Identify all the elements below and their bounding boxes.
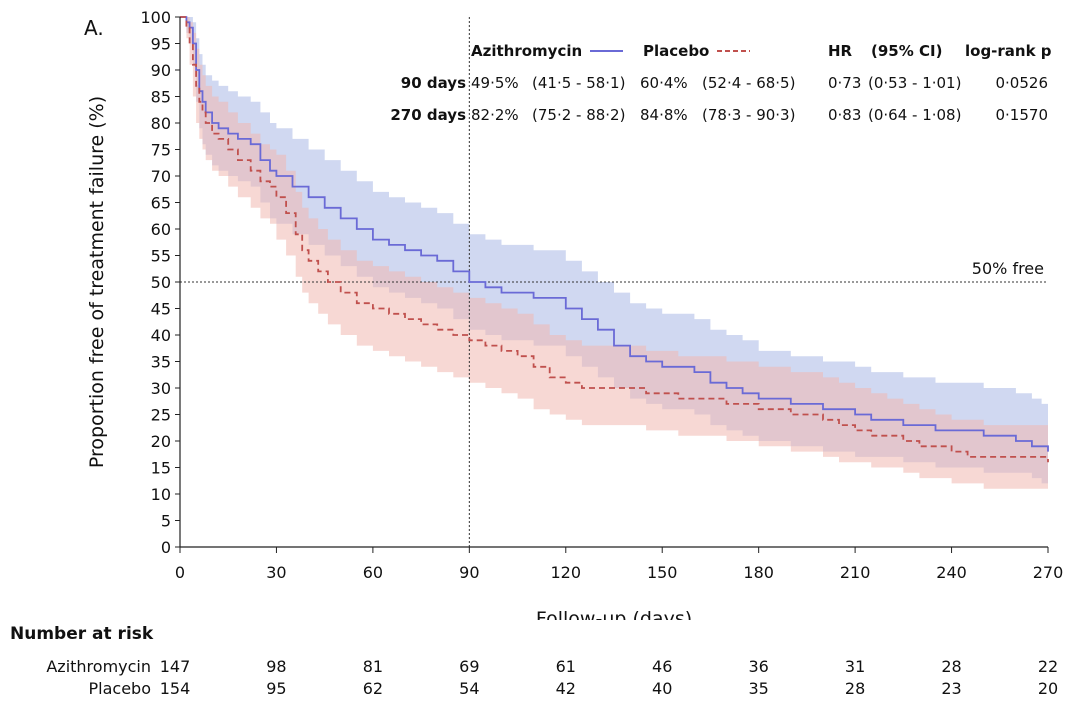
table-cell-p: 0·1570 — [996, 106, 1049, 124]
risk-row-placebo: Placebo 154 95 62 54 42 40 35 28 23 20 — [0, 679, 1069, 701]
table-cell-azi-ci: (75·2 - 88·2) — [532, 106, 625, 124]
km-chart: 50% free 0 5 10 15 20 25 30 35 40 45 50 55 60 65 70 75 80… — [84, 8, 1064, 620]
y-tick-label: 90 — [151, 61, 171, 80]
y-tick-label: 60 — [151, 220, 171, 239]
table-cell-hr-ci: (0·64 - 1·08) — [868, 106, 961, 124]
table-cell-hr: 0·83 — [828, 106, 861, 124]
y-tick-label: 40 — [151, 326, 171, 345]
risk-table-title: Number at risk — [10, 624, 154, 644]
risk-value: 95 — [266, 679, 287, 698]
y-tick-label: 45 — [151, 300, 171, 319]
table-header-ci: (95% CI) — [871, 42, 942, 60]
legend-label-placebo: Placebo — [643, 42, 709, 60]
y-tick-label: 70 — [151, 167, 171, 186]
y-tick-label: 80 — [151, 114, 171, 133]
table-row-label: 270 days — [390, 106, 466, 124]
legend-label-azithromycin: Azithromycin — [471, 42, 582, 60]
x-tick-label: 30 — [266, 563, 286, 582]
survival-line-azithromycin — [180, 16, 1049, 452]
table-cell-plc: 60·4% — [640, 74, 688, 92]
risk-value: 20 — [1037, 679, 1059, 698]
reference-line-label: 50% free — [972, 259, 1044, 278]
panel-label: A. — [84, 16, 104, 40]
table-cell-hr-ci: (0·53 - 1·01) — [868, 74, 961, 92]
risk-value: 31 — [844, 657, 866, 676]
risk-value: 62 — [362, 679, 384, 698]
risk-value: 28 — [941, 657, 962, 676]
table-row-label: 90 days — [401, 74, 466, 92]
table-cell-azi: 49·5% — [471, 74, 519, 92]
risk-row-azithromycin: Azithromycin 147 98 81 69 61 46 36 31 28 22 — [0, 657, 1069, 679]
x-tick-label: 90 — [459, 563, 479, 582]
y-tick-label: 0 — [161, 538, 171, 557]
y-axis-title: Proportion free of treatment failure (%) — [86, 96, 108, 468]
risk-value: 69 — [459, 657, 480, 676]
table-cell-p: 0·0526 — [996, 74, 1049, 92]
risk-value: 40 — [652, 679, 673, 698]
x-tick-label: 120 — [551, 563, 582, 582]
risk-value: 61 — [555, 657, 576, 676]
x-tick-label: 240 — [936, 563, 967, 582]
risk-value: 81 — [362, 657, 384, 676]
risk-value: 36 — [748, 657, 769, 676]
table-cell-plc-ci: (52·4 - 68·5) — [702, 74, 795, 92]
y-tick-label: 95 — [151, 35, 171, 54]
y-tick-label: 25 — [151, 406, 171, 425]
risk-value: 42 — [555, 679, 576, 698]
ci-band-placebo — [180, 17, 1048, 494]
table-cell-hr: 0·73 — [828, 74, 861, 92]
x-tick-label: 0 — [175, 563, 185, 582]
y-tick-label: 35 — [151, 353, 171, 372]
x-tick-label: 270 — [1033, 563, 1064, 582]
table-cell-plc: 84·8% — [640, 106, 688, 124]
table-cell-plc-ci: (78·3 - 90·3) — [702, 106, 795, 124]
risk-value: 54 — [459, 679, 480, 698]
y-tick-label: 85 — [151, 88, 171, 107]
table-cell-azi: 82·2% — [471, 106, 519, 124]
risk-value: 46 — [652, 657, 673, 676]
x-tick-label: 60 — [363, 563, 383, 582]
table-header-p: log-rank p — [965, 42, 1052, 60]
survival-line-placebo — [180, 16, 1049, 463]
risk-value: 98 — [266, 657, 287, 676]
x-tick-label: 150 — [647, 563, 678, 582]
y-tick-label: 10 — [151, 485, 171, 504]
y-tick-label: 100 — [140, 8, 171, 27]
risk-value: 35 — [748, 679, 769, 698]
x-axis-title: Follow-up (days) — [536, 608, 692, 620]
risk-row-label: Placebo — [88, 679, 151, 698]
y-tick-label: 75 — [151, 141, 171, 160]
y-tick-label: 55 — [151, 247, 171, 266]
x-tick-label: 180 — [743, 563, 774, 582]
ci-band-azithromycin — [180, 17, 1048, 489]
y-tick-label: 30 — [151, 379, 171, 398]
risk-value: 154 — [159, 679, 191, 698]
table-header-hr: HR — [828, 42, 853, 60]
table-cell-azi-ci: (41·5 - 58·1) — [532, 74, 625, 92]
y-tick-label: 15 — [151, 459, 171, 478]
y-tick-label: 65 — [151, 194, 171, 213]
risk-value: 22 — [1037, 657, 1059, 676]
risk-value: 23 — [941, 679, 962, 698]
risk-row-label: Azithromycin — [46, 657, 151, 676]
x-tick-label: 210 — [840, 563, 871, 582]
y-tick-label: 50 — [151, 273, 171, 292]
y-tick-label: 20 — [151, 432, 171, 451]
risk-value: 28 — [844, 679, 866, 698]
risk-value: 147 — [159, 657, 191, 676]
y-tick-label: 5 — [161, 512, 171, 531]
